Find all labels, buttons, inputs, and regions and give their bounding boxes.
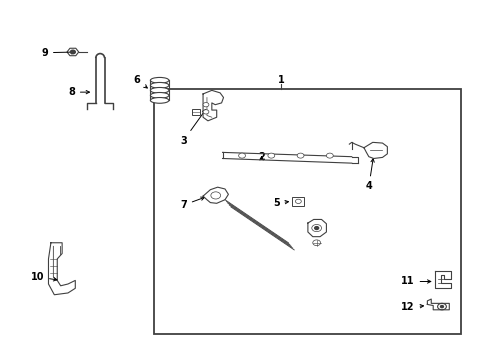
Circle shape — [297, 153, 304, 158]
Circle shape — [210, 192, 220, 199]
Text: 7: 7 — [180, 197, 204, 210]
Text: 2: 2 — [258, 152, 264, 162]
Circle shape — [326, 153, 332, 158]
Text: 10: 10 — [30, 272, 57, 282]
Text: 9: 9 — [41, 48, 75, 58]
Polygon shape — [67, 48, 79, 56]
Circle shape — [238, 153, 245, 158]
Text: 3: 3 — [180, 110, 205, 145]
Text: 11: 11 — [400, 276, 430, 287]
Circle shape — [70, 50, 75, 54]
Circle shape — [437, 303, 446, 310]
Circle shape — [203, 110, 208, 114]
Ellipse shape — [150, 77, 168, 83]
Circle shape — [295, 199, 301, 203]
Text: 1: 1 — [277, 75, 284, 85]
Ellipse shape — [150, 82, 168, 88]
Ellipse shape — [150, 98, 168, 103]
Circle shape — [203, 103, 208, 107]
Circle shape — [314, 226, 318, 229]
Bar — [192, 109, 200, 116]
Circle shape — [440, 306, 443, 308]
Circle shape — [312, 240, 320, 246]
Text: 12: 12 — [400, 302, 423, 312]
Bar — [292, 197, 304, 206]
Text: 4: 4 — [365, 159, 373, 192]
Text: 5: 5 — [272, 198, 288, 208]
Ellipse shape — [150, 87, 168, 93]
Ellipse shape — [150, 93, 168, 98]
Text: 6: 6 — [134, 75, 147, 88]
Bar — [154, 89, 461, 334]
Circle shape — [267, 153, 274, 158]
Text: 8: 8 — [68, 87, 89, 97]
Circle shape — [311, 225, 321, 231]
